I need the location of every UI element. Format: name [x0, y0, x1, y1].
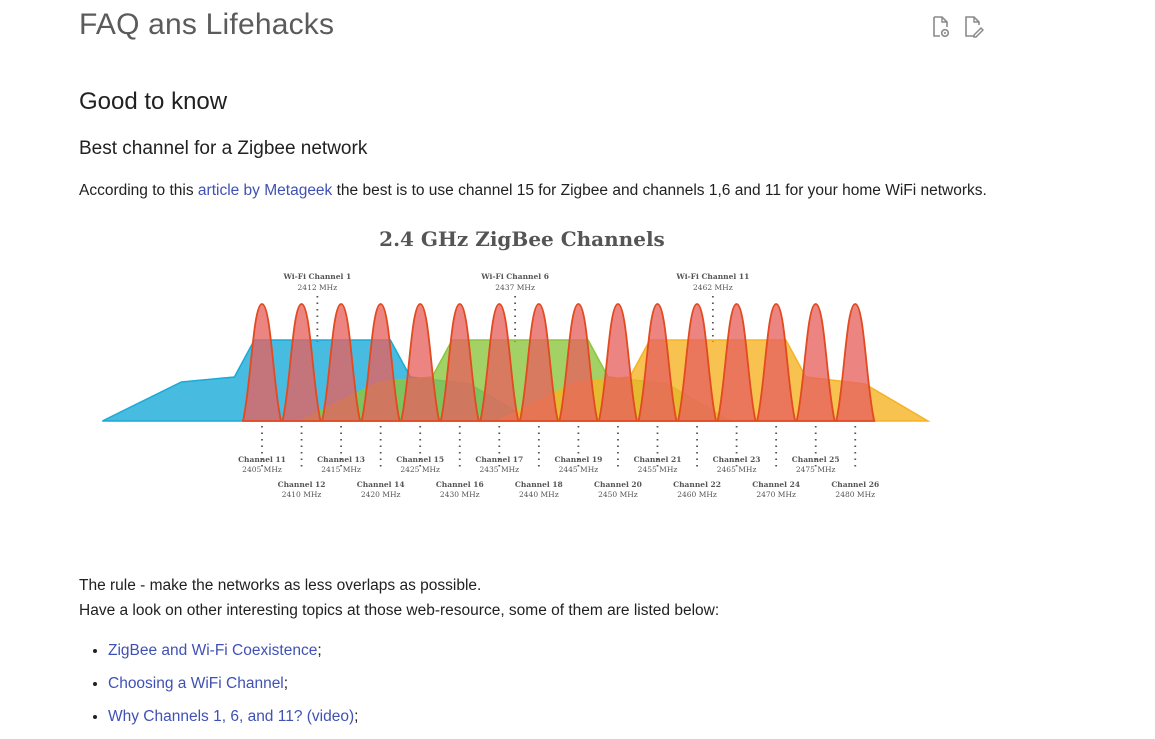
zigbee-channel-label: Channel 16 — [436, 480, 484, 489]
zigbee-channel-peak — [558, 303, 599, 422]
zigbee-channel-label: Channel 14 — [357, 480, 405, 489]
wifi-channel-label: Wi-Fi Channel 1 — [283, 272, 352, 281]
view-source-icon[interactable] — [930, 15, 952, 39]
zigbee-channel-freq: 2455 MHz — [638, 465, 678, 474]
zigbee-channel-freq: 2480 MHz — [835, 490, 875, 499]
zigbee-channel-peak — [637, 303, 678, 422]
wifi-channel-label: Wi-Fi Channel 11 — [675, 272, 749, 281]
zigbee-channel-freq: 2460 MHz — [677, 490, 717, 499]
list-item-suffix: ; — [354, 708, 359, 725]
wifi-channel-freq: 2412 MHz — [298, 283, 338, 292]
zigbee-channel-peak — [597, 303, 639, 422]
page-actions — [930, 15, 984, 39]
zigbee-channel-label: Channel 22 — [673, 480, 721, 489]
intro-text-before: According to this — [79, 182, 198, 199]
list-item-suffix: ; — [317, 642, 322, 659]
zigbee-channel-label: Channel 25 — [792, 455, 840, 464]
zigbee-channel-peak — [241, 303, 283, 422]
zigbee-channels-figure: 2.4 GHz ZigBee Channels Channel 11 2405 MH… — [100, 222, 950, 512]
zigbee-channel-peak — [518, 303, 559, 422]
zigbee-channel-peak — [795, 303, 836, 422]
lookup-text: Have a look on other interesting topics … — [79, 602, 720, 619]
wifi-channel-label: Wi-Fi Channel 6 — [480, 272, 549, 281]
zigbee-channel-freq: 2435 MHz — [479, 465, 519, 474]
zigbee-channel-freq: 2475 MHz — [796, 465, 836, 474]
zigbee-channel-freq: 2405 MHz — [242, 465, 282, 474]
zigbee-channel-freq: 2440 MHz — [519, 490, 559, 499]
zigbee-channel-peak — [360, 303, 401, 422]
intro-text-after: the best is to use channel 15 for Zigbee… — [332, 182, 987, 199]
edit-page-icon[interactable] — [962, 15, 984, 39]
zigbee-channel-label: Channel 26 — [831, 480, 879, 489]
zigbee-channel-peak — [676, 303, 718, 422]
zigbee-channel-freq: 2445 MHz — [559, 465, 599, 474]
zigbee-channel-peak — [479, 303, 520, 422]
list-item: Why Channels 1, 6, and 11? (video); — [108, 706, 358, 728]
zigbee-channel-label: Channel 13 — [317, 455, 365, 464]
zigbee-channel-label: Channel 15 — [396, 455, 444, 464]
subsection-heading: Best channel for a Zigbee network — [79, 138, 368, 159]
zigbee-channel-freq: 2465 MHz — [717, 465, 757, 474]
zigbee-channel-label: Channel 23 — [713, 455, 761, 464]
zigbee-channel-label: Channel 18 — [515, 480, 563, 489]
section-heading: Good to know — [79, 88, 228, 115]
zigbee-channel-peak — [716, 303, 757, 422]
zigbee-channel-freq: 2470 MHz — [756, 490, 796, 499]
why-channels-video-link[interactable]: Why Channels 1, 6, and 11? (video) — [108, 708, 355, 725]
zigbee-channel-peak — [439, 303, 480, 422]
zigbee-channel-label: Channel 19 — [554, 455, 602, 464]
zigbee-channel-peak — [320, 303, 362, 422]
rule-text: The rule - make the networks as less ove… — [79, 577, 482, 594]
wifi-channel-freq: 2437 MHz — [495, 283, 535, 292]
zigbee-channel-peak — [835, 303, 876, 422]
zigbee-channel-peak — [400, 303, 441, 422]
zigbee-channel-label: Channel 11 — [238, 455, 286, 464]
zigbee-channel-freq: 2415 MHz — [321, 465, 361, 474]
zigbee-channel-label: Channel 20 — [594, 480, 642, 489]
zigbee-channel-peak — [281, 303, 322, 422]
zigbee-channel-freq: 2450 MHz — [598, 490, 638, 499]
list-item: Choosing a WiFi Channel; — [108, 673, 358, 695]
intro-paragraph: According to this article by Metageek th… — [79, 182, 987, 200]
choosing-channel-link[interactable]: Choosing a WiFi Channel — [108, 675, 284, 692]
zigbee-channel-label: Channel 12 — [278, 480, 326, 489]
zigbee-channel-freq: 2410 MHz — [282, 490, 322, 499]
page-title: FAQ ans Lifehacks — [79, 8, 335, 41]
chart-title: 2.4 GHz ZigBee Channels — [379, 227, 665, 251]
list-item-suffix: ; — [283, 675, 289, 692]
zigbee-channel-freq: 2420 MHz — [361, 490, 401, 499]
list-item: ZigBee and Wi-Fi Coexistence; — [108, 640, 358, 662]
metageek-article-link[interactable]: article by Metageek — [197, 182, 333, 199]
zigbee-channel-label: Channel 24 — [752, 480, 800, 489]
topics-list: ZigBee and Wi-Fi Coexistence; Choosing a… — [88, 640, 358, 739]
zigbee-channel-label: Channel 21 — [634, 455, 682, 464]
zigbee-channel-freq: 2430 MHz — [440, 490, 480, 499]
coexistence-link[interactable]: ZigBee and Wi-Fi Coexistence — [108, 642, 318, 659]
zigbee-channel-peak — [756, 303, 797, 422]
zigbee-channel-label: Channel 17 — [475, 455, 523, 464]
wifi-channel-freq: 2462 MHz — [693, 283, 733, 292]
zigbee-channel-freq: 2425 MHz — [400, 465, 440, 474]
